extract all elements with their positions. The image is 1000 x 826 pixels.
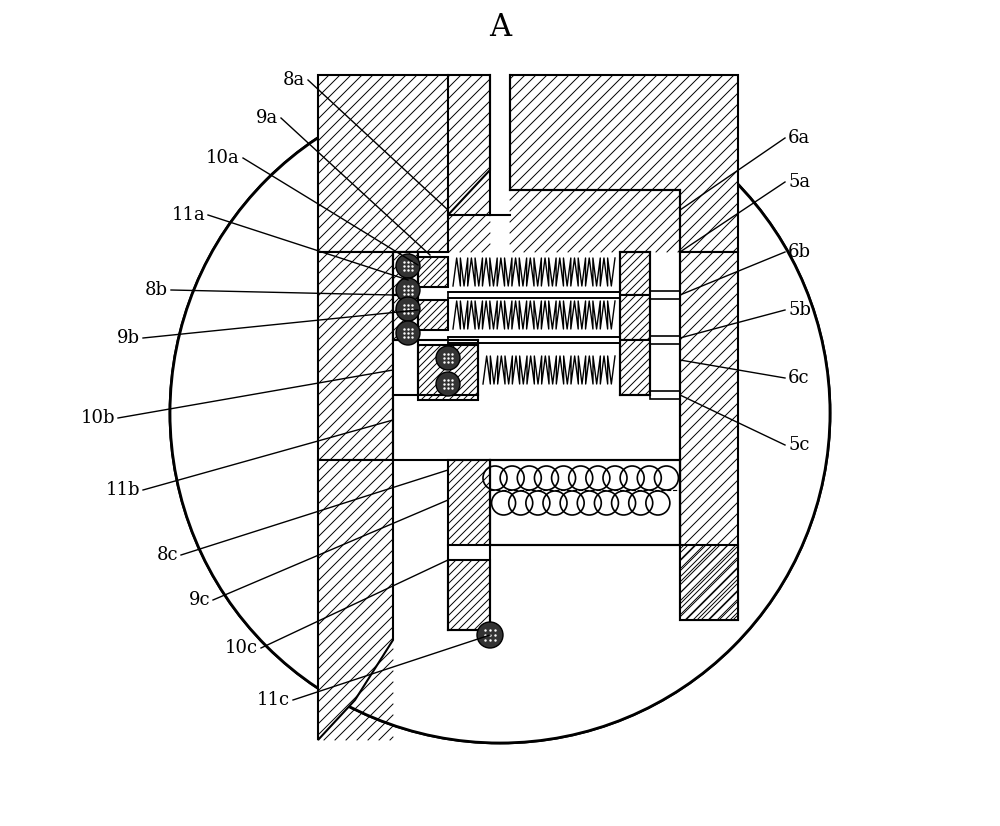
- Circle shape: [436, 372, 460, 396]
- Text: 9a: 9a: [256, 109, 278, 127]
- Circle shape: [170, 83, 830, 743]
- Polygon shape: [318, 75, 490, 252]
- Polygon shape: [418, 300, 448, 330]
- Text: 9c: 9c: [188, 591, 210, 609]
- Circle shape: [396, 278, 420, 302]
- Text: 10a: 10a: [206, 149, 240, 167]
- Text: 10c: 10c: [225, 639, 258, 657]
- Circle shape: [396, 321, 420, 345]
- Polygon shape: [620, 252, 650, 295]
- Circle shape: [396, 254, 420, 278]
- Circle shape: [436, 346, 460, 370]
- Circle shape: [396, 297, 420, 321]
- Polygon shape: [680, 545, 738, 620]
- Polygon shape: [448, 292, 620, 298]
- Text: 6a: 6a: [788, 129, 810, 147]
- Polygon shape: [393, 295, 418, 340]
- Polygon shape: [393, 340, 448, 395]
- Text: 9b: 9b: [117, 329, 140, 347]
- Polygon shape: [680, 252, 738, 620]
- Text: A: A: [489, 12, 511, 44]
- Polygon shape: [393, 252, 418, 295]
- Circle shape: [170, 83, 830, 743]
- Polygon shape: [418, 257, 448, 287]
- Text: 8a: 8a: [283, 71, 305, 89]
- Text: 11a: 11a: [171, 206, 205, 224]
- Polygon shape: [418, 345, 478, 400]
- Polygon shape: [650, 291, 680, 299]
- Polygon shape: [490, 460, 680, 545]
- Polygon shape: [448, 560, 490, 630]
- Polygon shape: [318, 460, 393, 740]
- Text: 11b: 11b: [106, 481, 140, 499]
- Text: 8c: 8c: [156, 546, 178, 564]
- Circle shape: [477, 622, 503, 648]
- Text: 10b: 10b: [80, 409, 115, 427]
- Polygon shape: [650, 336, 680, 344]
- Polygon shape: [318, 252, 393, 460]
- Text: 6c: 6c: [788, 369, 810, 387]
- Text: 5b: 5b: [788, 301, 811, 319]
- Polygon shape: [510, 75, 738, 252]
- Text: 6b: 6b: [788, 243, 811, 261]
- Text: 11c: 11c: [257, 691, 290, 709]
- Polygon shape: [620, 295, 650, 340]
- Polygon shape: [448, 75, 510, 252]
- Polygon shape: [448, 460, 490, 545]
- Polygon shape: [650, 391, 680, 399]
- Text: 5c: 5c: [788, 436, 810, 454]
- Text: 5a: 5a: [788, 173, 810, 191]
- Polygon shape: [448, 337, 620, 343]
- Text: 8b: 8b: [145, 281, 168, 299]
- Polygon shape: [620, 340, 650, 395]
